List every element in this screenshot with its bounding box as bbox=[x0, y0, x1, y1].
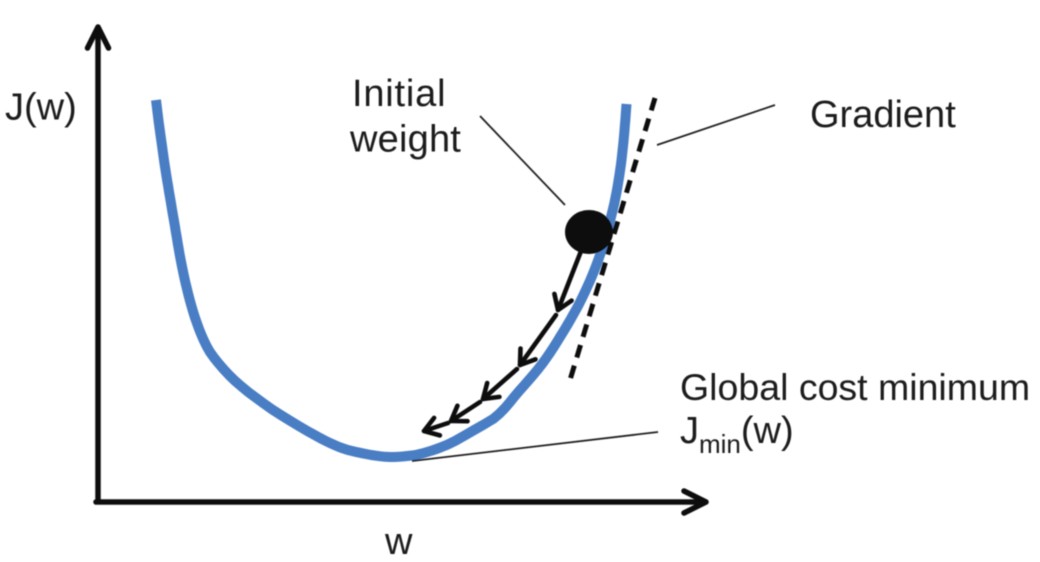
svg-text:weight: weight bbox=[349, 119, 461, 161]
svg-text:Jmin(w): Jmin(w) bbox=[680, 410, 794, 459]
svg-text:Gradient: Gradient bbox=[810, 94, 956, 136]
svg-text:Global cost minimum: Global cost minimum bbox=[680, 366, 1030, 408]
svg-text:Initial: Initial bbox=[352, 73, 446, 115]
svg-text:w: w bbox=[384, 521, 413, 562]
svg-text:J(w): J(w) bbox=[5, 87, 77, 129]
